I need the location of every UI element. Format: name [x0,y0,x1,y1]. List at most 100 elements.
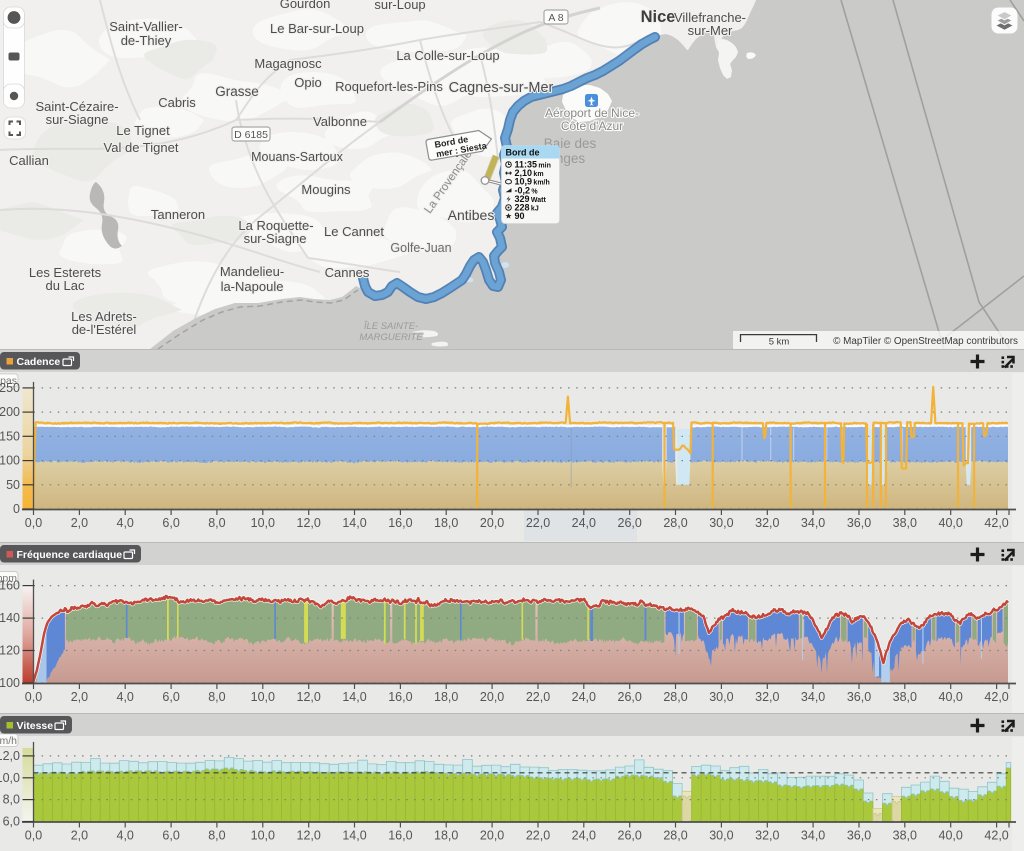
svg-text:8,0: 8,0 [208,690,225,704]
svg-text:Villefranche-: Villefranche- [674,10,746,25]
svg-text:Roquefort-les-Pins: Roquefort-les-Pins [335,79,443,94]
svg-text:10,9 km/h: 10,9 km/h [515,177,550,187]
svg-text:0,0: 0,0 [25,690,42,704]
svg-text:Magagnosc: Magagnosc [254,56,322,71]
svg-text:la-Napoule: la-Napoule [221,279,284,294]
svg-text:329 Watt: 329 Watt [515,194,547,204]
svg-text:A 8: A 8 [548,12,563,24]
svg-text:42,0: 42,0 [984,829,1008,843]
svg-text:12,0: 12,0 [297,690,321,704]
svg-text:228 kJ: 228 kJ [515,203,539,213]
svg-text:30,0: 30,0 [709,690,733,704]
svg-text:120: 120 [0,644,20,658]
svg-text:2,0: 2,0 [71,516,88,530]
svg-text:Saint-Vallier-: Saint-Vallier- [109,19,182,34]
svg-text:de-Thiey: de-Thiey [121,33,172,48]
svg-text:32,0: 32,0 [755,516,779,530]
svg-text:32,0: 32,0 [755,829,779,843]
svg-text:Mouans-Sartoux: Mouans-Sartoux [251,150,343,164]
svg-text:26,0: 26,0 [618,516,642,530]
svg-text:Côte d'Azur: Côte d'Azur [561,119,623,133]
svg-text:36,0: 36,0 [847,690,871,704]
svg-text:200: 200 [0,405,20,419]
svg-text:42,0: 42,0 [984,516,1008,530]
svg-text:0: 0 [13,502,20,516]
svg-text:18,0: 18,0 [434,690,458,704]
svg-text:de-l'Estérel: de-l'Estérel [72,322,137,337]
svg-text:50: 50 [6,478,20,492]
svg-text:20,0: 20,0 [480,516,504,530]
svg-text:2,10 km: 2,10 km [515,168,544,178]
svg-text:30,0: 30,0 [709,516,733,530]
svg-text:La Roquette-: La Roquette- [238,218,313,233]
svg-text:Le Cannet: Le Cannet [324,224,384,239]
svg-text:24,0: 24,0 [572,516,596,530]
svg-text:38,0: 38,0 [893,829,917,843]
svg-text:Mandelieu-: Mandelieu- [220,264,284,279]
svg-text:24,0: 24,0 [572,829,596,843]
svg-text:18,0: 18,0 [434,829,458,843]
svg-text:16,0: 16,0 [388,690,412,704]
svg-text:Antibes: Antibes [448,207,495,223]
svg-text:Gourdon: Gourdon [280,0,331,11]
svg-text:40,0: 40,0 [939,829,963,843]
svg-text:11:35 min: 11:35 min [515,160,551,170]
svg-text:km/h: km/h [0,735,17,747]
svg-text:8,0: 8,0 [3,793,20,807]
svg-text:2,0: 2,0 [71,829,88,843]
svg-text:4,0: 4,0 [117,690,134,704]
svg-text:bpm: bpm [0,573,17,585]
svg-text:10,0: 10,0 [251,690,275,704]
svg-text:10,0: 10,0 [251,516,275,530]
svg-text:40,0: 40,0 [939,690,963,704]
svg-text:ÎLE SAINTE-: ÎLE SAINTE- [364,321,418,332]
svg-text:26,0: 26,0 [618,690,642,704]
svg-text:Val de Tignet: Val de Tignet [104,140,179,155]
svg-text:32,0: 32,0 [755,690,779,704]
svg-text:pas: pas [0,375,17,387]
svg-text:Mougins: Mougins [301,182,351,197]
svg-text:10,0: 10,0 [251,829,275,843]
svg-text:28,0: 28,0 [663,516,687,530]
svg-text:14,0: 14,0 [342,516,366,530]
svg-text:8,0: 8,0 [208,516,225,530]
svg-text:40,0: 40,0 [939,516,963,530]
svg-text:Golfe-Juan: Golfe-Juan [390,241,451,255]
svg-text:du Lac: du Lac [45,278,85,293]
svg-text:Tanneron: Tanneron [151,207,205,222]
svg-text:36,0: 36,0 [847,516,871,530]
svg-text:8,0: 8,0 [208,829,225,843]
svg-text:Fréquence cardiaque: Fréquence cardiaque [17,549,123,561]
svg-text:14,0: 14,0 [342,829,366,843]
svg-text:100: 100 [0,676,20,690]
svg-text:Le Bar-sur-Loup: Le Bar-sur-Loup [270,21,364,36]
svg-text:5 km: 5 km [769,337,790,348]
svg-text:90: 90 [515,211,525,221]
svg-text:140: 140 [0,611,20,625]
svg-text:24,0: 24,0 [572,690,596,704]
svg-text:sur-Loup: sur-Loup [374,0,425,12]
svg-text:34,0: 34,0 [801,690,825,704]
svg-text:D 6185: D 6185 [234,129,268,141]
svg-text:14,0: 14,0 [342,690,366,704]
svg-text:Les Esterets: Les Esterets [29,265,102,280]
svg-text:Cabris: Cabris [158,95,196,110]
svg-text:18,0: 18,0 [434,516,458,530]
svg-text:12,0: 12,0 [0,749,20,763]
svg-text:Nice: Nice [641,8,676,26]
svg-text:30,0: 30,0 [709,829,733,843]
svg-text:16,0: 16,0 [388,829,412,843]
svg-text:22,0: 22,0 [526,690,550,704]
svg-text:16,0: 16,0 [388,516,412,530]
svg-text:4,0: 4,0 [117,829,134,843]
svg-text:20,0: 20,0 [480,690,504,704]
svg-text:10,0: 10,0 [0,771,20,785]
svg-text:0,0: 0,0 [25,829,42,843]
svg-text:42,0: 42,0 [984,690,1008,704]
svg-text:4,0: 4,0 [117,516,134,530]
svg-text:34,0: 34,0 [801,516,825,530]
svg-text:38,0: 38,0 [893,690,917,704]
svg-text:Saint-Cézaire-: Saint-Cézaire- [35,99,118,114]
svg-text:Grasse: Grasse [215,84,259,99]
svg-text:© MapTiler © OpenStreetMap con: © MapTiler © OpenStreetMap contributors [833,336,1018,347]
